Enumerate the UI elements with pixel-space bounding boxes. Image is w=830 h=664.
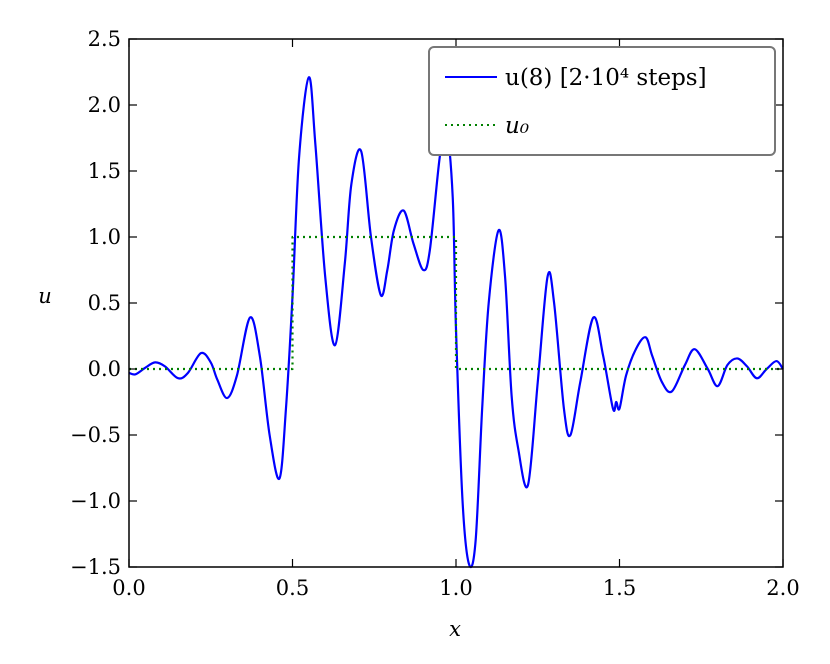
x-tick-label: 0.5 [276,576,309,600]
y-tick-label: −0.5 [70,423,121,447]
y-tick-label: −1.0 [70,489,121,513]
x-axis-label: x [449,617,461,641]
y-tick-label: 0.5 [88,291,121,315]
y-tick-label: 2.0 [88,93,121,117]
y-tick-label: 2.5 [88,27,121,51]
y-tick-label: 1.0 [88,225,121,249]
series-line-1 [128,76,784,569]
legend: u(8) [2·10⁴ steps] u₀ [428,46,776,156]
y-axis-label: u [38,284,52,308]
x-tick-label: 0.0 [112,576,145,600]
x-tick-label: 1.5 [603,576,636,600]
series-layer [128,76,784,569]
legend-box [428,46,776,156]
x-tick-label: 1.0 [439,576,472,600]
legend-label-series-1: u(8) [2·10⁴ steps] [505,65,707,91]
y-tick-label: 0.0 [88,357,121,381]
y-tick-label: −1.5 [70,555,121,579]
x-tick-label: 2.0 [766,576,799,600]
y-tick-label: 1.5 [88,159,121,183]
ticks-layer: 0.0 0.5 1.0 1.5 2.0 −1.5 −1.0 −0.5 0.0 0.5 1.0 1.5 2… [70,27,800,600]
legend-label-series-2: u₀ [505,113,529,139]
